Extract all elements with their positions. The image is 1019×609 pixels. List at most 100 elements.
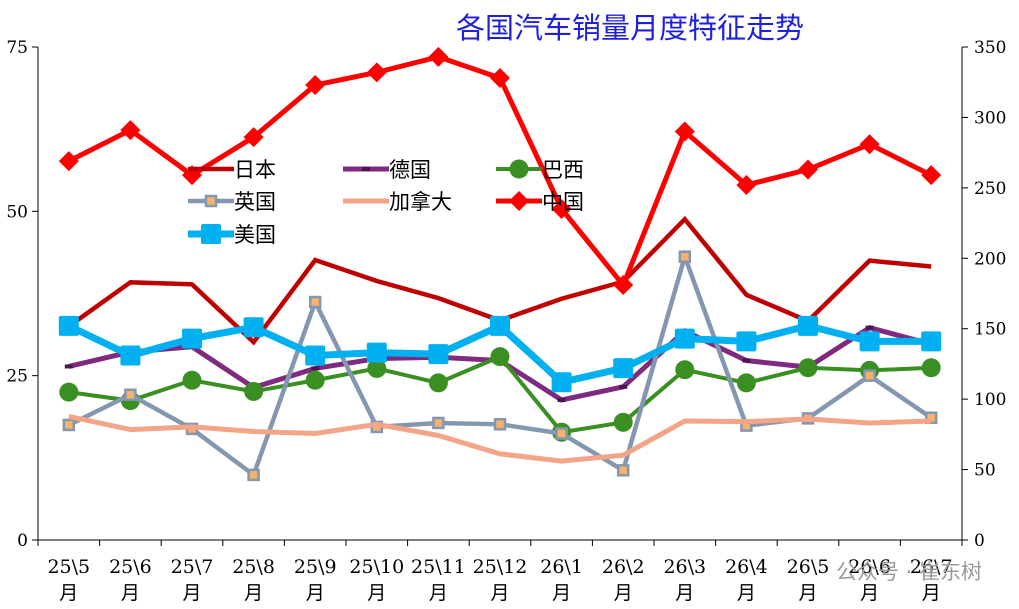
legend-label: 德国 [389, 158, 431, 182]
series-marker [490, 347, 510, 367]
series-marker [305, 345, 326, 366]
watermark-text: 公众号 · 崔东树 [836, 560, 982, 584]
series-marker [428, 373, 448, 393]
series-marker [305, 370, 325, 390]
series-marker [428, 344, 449, 365]
y-right-tick-label: 100 [974, 390, 1006, 410]
series-marker [62, 418, 76, 432]
series-marker [120, 120, 141, 141]
y-left-tick-label: 0 [17, 531, 28, 551]
series-marker [308, 295, 322, 309]
y-left-tick-label: 75 [6, 38, 28, 58]
series-marker [616, 464, 630, 477]
x-tick-label: 25\12 月 [473, 556, 528, 604]
series-marker [243, 317, 264, 338]
series-marker [182, 370, 202, 390]
series-marker [305, 75, 326, 96]
series-marker [674, 328, 695, 349]
legend-label: 美国 [234, 223, 276, 247]
y-right-tick-label: 200 [974, 249, 1006, 269]
series-marker [798, 358, 818, 378]
legend-label: 日本 [234, 158, 276, 182]
legend-label: 加拿大 [389, 190, 452, 214]
series-巴西 [59, 347, 941, 442]
series-marker [736, 373, 756, 393]
legend-entry: 英国 [188, 190, 276, 214]
series-marker [201, 224, 221, 244]
series-marker [509, 159, 529, 179]
series-marker [490, 67, 510, 88]
series-marker [366, 62, 387, 83]
x-tick-label: 26\3 月 [663, 556, 706, 604]
y-right-tick-label: 50 [974, 461, 996, 481]
series-marker [675, 360, 695, 380]
x-tick-label: 26\4 月 [725, 556, 768, 604]
series-加拿大 [68, 413, 932, 464]
series-marker [863, 369, 876, 382]
series-marker [244, 381, 264, 401]
series-marker [124, 388, 137, 401]
series-marker [921, 358, 941, 378]
series-marker [490, 315, 510, 336]
series-marker [204, 194, 218, 208]
x-tick-label: 25\11 月 [411, 556, 466, 604]
series-marker [493, 418, 507, 431]
x-tick-label: 25\6 月 [109, 556, 152, 604]
y-left-tick-label: 50 [6, 202, 28, 222]
series-marker [120, 345, 141, 366]
x-tick-label: 25\8 月 [232, 556, 275, 604]
y-right-tick-label: 350 [974, 38, 1006, 58]
legend-entry: 德国 [343, 158, 431, 182]
legend-label: 中国 [542, 190, 584, 214]
legend-label: 巴西 [542, 158, 584, 182]
series-marker [678, 250, 692, 263]
series-marker [736, 175, 757, 196]
series-marker [921, 165, 942, 186]
series-marker [247, 468, 260, 482]
legend-entry: 美国 [188, 223, 276, 247]
y-right-tick-label: 250 [974, 179, 1006, 199]
series-marker [59, 382, 79, 402]
legend-entry: 巴西 [496, 158, 584, 182]
series-marker [674, 121, 695, 142]
legend-label: 英国 [234, 190, 276, 214]
series-marker [613, 275, 634, 296]
series-marker [367, 358, 387, 378]
series-marker [551, 198, 572, 219]
series-marker [58, 151, 79, 172]
y-right-tick-label: 300 [974, 108, 1006, 128]
series-marker [798, 315, 818, 336]
series-中国 [58, 46, 942, 296]
series-marker [58, 315, 79, 336]
series-marker [798, 159, 818, 180]
legend-entry: 中国 [496, 190, 584, 214]
x-tick-label: 26\7 月 [910, 556, 953, 604]
x-tick-label: 26\5 月 [787, 556, 830, 604]
x-tick-label: 25\5 月 [47, 556, 90, 604]
y-right-tick-label: 150 [974, 320, 1006, 340]
series-marker [551, 372, 572, 393]
x-tick-label: 25\10 月 [349, 556, 404, 604]
axes: 0 25 50 75 0 50 100 150 200 250 300 350 25\5 月 25\6 月 25… [6, 38, 1006, 604]
series-marker [921, 331, 942, 352]
series-marker [366, 342, 387, 363]
x-tick-label: 25\9 月 [294, 556, 337, 604]
x-tick-label: 26\6 月 [848, 556, 891, 604]
series-marker [243, 127, 264, 148]
x-tick-label: 25\7 月 [171, 556, 214, 604]
y-left-tick-label: 25 [6, 367, 28, 387]
series-marker [182, 328, 202, 349]
legend-entry: 日本 [188, 158, 276, 182]
series-marker [613, 412, 633, 432]
x-tick-label: 26\2 月 [602, 556, 645, 604]
series-marker [859, 134, 880, 155]
y-right-tick-label: 0 [974, 531, 985, 551]
series-marker [555, 427, 568, 440]
series-layer [58, 46, 942, 482]
series-美国 [58, 315, 942, 393]
series-marker [613, 358, 634, 379]
legend-entry: 加拿大 [343, 190, 452, 214]
series-marker [509, 191, 529, 211]
series-marker [432, 416, 445, 430]
